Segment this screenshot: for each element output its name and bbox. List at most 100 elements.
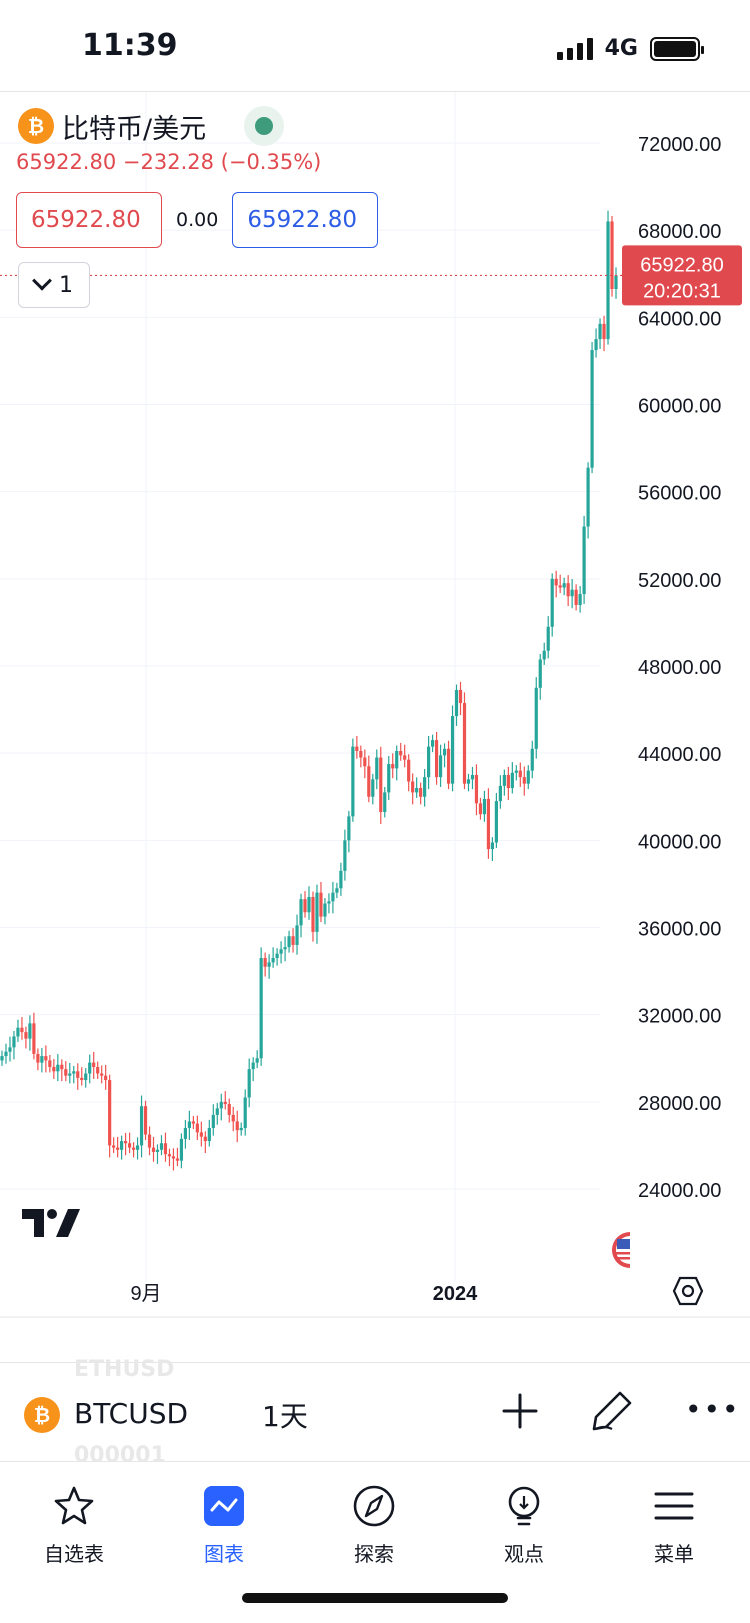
trade-panel: 65922.80 0.00 65922.80 bbox=[16, 192, 379, 248]
candle-body bbox=[307, 896, 311, 913]
candle-body bbox=[526, 770, 530, 784]
x-tick-label: 9月 bbox=[130, 1283, 161, 1305]
candle-body bbox=[606, 221, 610, 340]
candle-body bbox=[574, 589, 578, 605]
candle-body bbox=[423, 777, 427, 797]
candle-body bbox=[415, 788, 419, 793]
candle-body bbox=[44, 1056, 48, 1061]
candle-body bbox=[454, 689, 459, 717]
lightbulb-icon bbox=[508, 1486, 540, 1526]
candle-body bbox=[84, 1073, 88, 1081]
us-flag-icon[interactable] bbox=[600, 1230, 630, 1270]
candle-body bbox=[367, 766, 371, 797]
countdown-label: 20:20:31 bbox=[643, 280, 721, 302]
candle-body bbox=[582, 526, 586, 595]
buy-button[interactable]: 65922.80 bbox=[232, 192, 379, 248]
ghost-symbol-prev: ETHUSD bbox=[74, 1357, 175, 1382]
symbol-title[interactable]: 比特币/美元 bbox=[62, 113, 207, 145]
candle-body bbox=[518, 770, 522, 778]
candle-body bbox=[339, 870, 343, 889]
candle-body bbox=[36, 1053, 40, 1063]
tab-label: 探索 bbox=[354, 1542, 394, 1566]
chart-area[interactable]: 72000.00 68000.00 64000.00 60000.00 56000.00… bbox=[0, 92, 750, 1362]
tab-chart[interactable]: 图表 bbox=[164, 1484, 284, 1567]
candle-body bbox=[80, 1077, 84, 1081]
candle-body bbox=[259, 958, 263, 1059]
market-status-icon[interactable] bbox=[244, 106, 285, 146]
more-icon[interactable]: ••• bbox=[685, 1393, 741, 1426]
home-indicator bbox=[242, 1593, 508, 1603]
candle-body bbox=[159, 1143, 164, 1150]
signal-icon bbox=[556, 37, 593, 60]
candle-body bbox=[355, 746, 359, 751]
candle-body bbox=[311, 896, 315, 932]
tab-ideas[interactable]: 观点 bbox=[464, 1484, 584, 1567]
candle-body bbox=[267, 962, 271, 967]
y-tick-label: 36000.00 bbox=[638, 919, 721, 941]
candle-body bbox=[407, 759, 411, 782]
candle-body bbox=[40, 1056, 44, 1063]
candle-body bbox=[283, 947, 287, 950]
candle-body bbox=[434, 740, 439, 778]
candle-body bbox=[578, 594, 582, 605]
candle-body bbox=[327, 901, 331, 904]
candle-body bbox=[462, 703, 467, 784]
collapse-indicators-button[interactable]: 1 bbox=[18, 262, 90, 308]
candle-body bbox=[219, 1101, 223, 1109]
pen-icon[interactable] bbox=[590, 1389, 634, 1433]
candle-body bbox=[474, 774, 479, 804]
candle-body bbox=[215, 1108, 219, 1115]
candle-body bbox=[562, 583, 566, 588]
candle-body bbox=[16, 1027, 20, 1037]
plus-icon[interactable] bbox=[500, 1391, 540, 1431]
candle-body bbox=[187, 1121, 191, 1128]
candle-body bbox=[379, 757, 383, 813]
candle-body bbox=[458, 689, 463, 704]
battery-icon bbox=[650, 36, 704, 61]
candle-body bbox=[550, 578, 554, 627]
candle-body bbox=[171, 1156, 176, 1159]
candle-body bbox=[299, 899, 303, 926]
candle-body bbox=[566, 583, 570, 597]
y-tick-label: 44000.00 bbox=[638, 744, 721, 766]
settings-icon[interactable] bbox=[672, 1275, 704, 1307]
candle-body bbox=[251, 1062, 255, 1070]
tab-explore[interactable]: 探索 bbox=[314, 1484, 434, 1567]
candle-body bbox=[419, 788, 423, 797]
candle-body bbox=[335, 888, 339, 893]
interval-selector[interactable]: 1天 bbox=[262, 1400, 308, 1433]
candle-body bbox=[427, 746, 431, 778]
y-tick-label: 32000.00 bbox=[638, 1006, 721, 1028]
candle-body bbox=[116, 1147, 120, 1150]
tab-menu[interactable]: 菜单 bbox=[614, 1484, 734, 1567]
candle-body bbox=[614, 275, 618, 290]
candle-body bbox=[494, 801, 498, 843]
candle-body bbox=[598, 323, 602, 340]
symbol-legend[interactable]: ₿ 比特币/美元 bbox=[18, 106, 285, 146]
bitcoin-icon: ₿ bbox=[24, 1397, 60, 1433]
candle-body bbox=[514, 770, 518, 773]
candle-body bbox=[371, 779, 375, 797]
candle-body bbox=[28, 1023, 32, 1039]
indicator-count: 1 bbox=[59, 272, 73, 298]
symbol-selector[interactable]: BTCUSD bbox=[74, 1397, 189, 1430]
status-time: 11:39 bbox=[82, 28, 178, 63]
candle-body bbox=[403, 755, 407, 760]
candle-body bbox=[60, 1064, 64, 1070]
candle-body bbox=[112, 1145, 116, 1148]
candle-body bbox=[239, 1127, 243, 1131]
y-tick-label: 24000.00 bbox=[638, 1180, 721, 1202]
candle-body bbox=[375, 757, 379, 780]
candle-body bbox=[570, 589, 574, 597]
price-chart[interactable]: 72000.00 68000.00 64000.00 60000.00 56000.00… bbox=[0, 92, 750, 1362]
sell-button[interactable]: 65922.80 bbox=[16, 192, 162, 248]
candle-body bbox=[64, 1069, 68, 1076]
tab-watchlist[interactable]: 自选表 bbox=[14, 1484, 134, 1567]
candle-body bbox=[195, 1123, 199, 1133]
candle-body bbox=[255, 1058, 259, 1063]
candle-body bbox=[203, 1136, 207, 1142]
price-change-percent: (−0.35%) bbox=[220, 150, 322, 174]
candle-body bbox=[143, 1106, 148, 1135]
y-tick-label: 72000.00 bbox=[638, 134, 721, 156]
last-price-label: 65922.80 bbox=[640, 254, 723, 276]
